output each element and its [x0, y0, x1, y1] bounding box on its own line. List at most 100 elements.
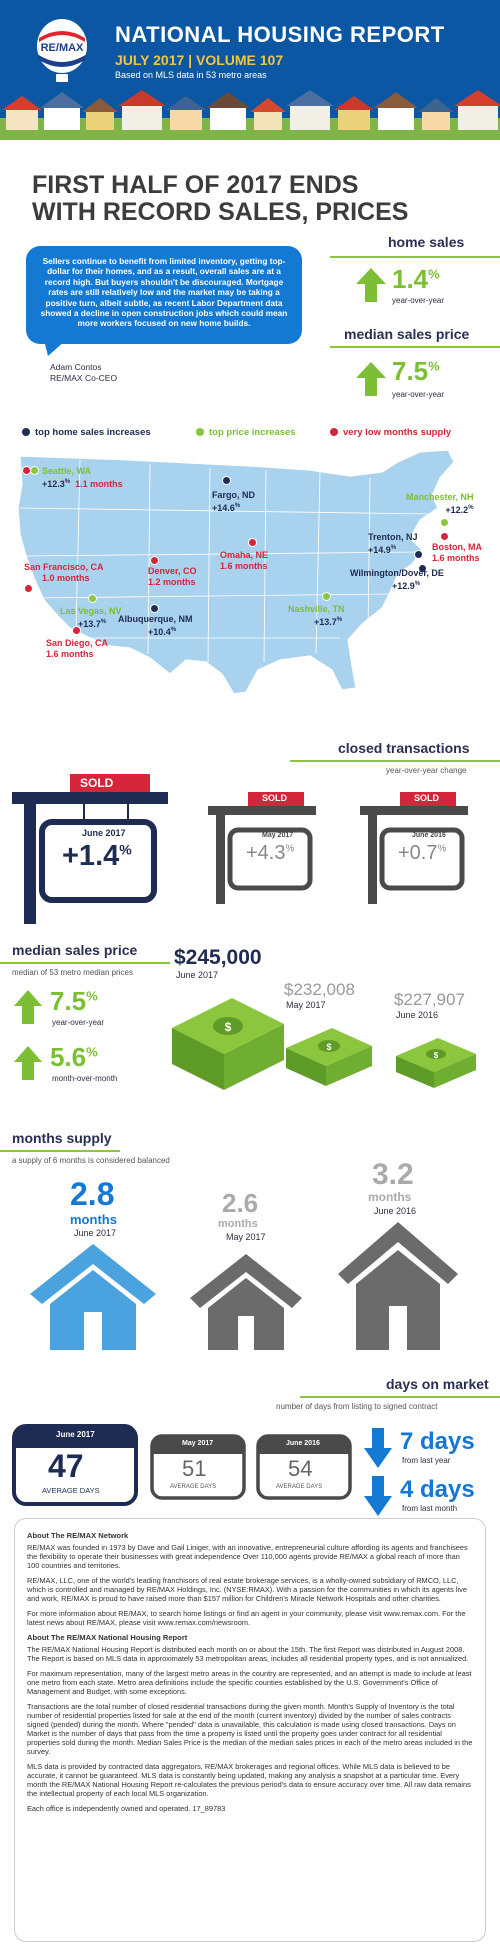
map-marker-boston — [440, 532, 449, 541]
dom-note: number of days from listing to signed co… — [276, 1402, 438, 1411]
dom-value-3: 54 — [288, 1456, 313, 1481]
price-period-3: June 2016 — [396, 1010, 439, 1020]
supply-unit-1: months — [70, 1212, 117, 1227]
price-june-2017: $245,000 — [174, 946, 262, 969]
svg-text:$: $ — [326, 1042, 331, 1052]
city-las-vegas: Las Vegas, NV +13.7% — [60, 606, 122, 629]
up-arrow-icon — [14, 1046, 42, 1080]
about-paragraph: Transactions are the total number of clo… — [27, 1702, 473, 1756]
dom-caption-1: AVERAGE DAYS — [42, 1486, 100, 1495]
divider — [0, 962, 170, 964]
logo-text: RE/MAX — [41, 42, 84, 54]
supply-value-2: 2.6 — [222, 1188, 259, 1218]
dom-caption-3: AVERAGE DAYS — [276, 1484, 323, 1490]
map-marker-manchester — [440, 518, 449, 527]
calendar-icon-large — [12, 1424, 138, 1506]
closed-value-2: +4.3% — [246, 842, 295, 864]
dom-change-2: 4 days — [400, 1476, 475, 1503]
divider — [330, 256, 500, 258]
report-header: RE/MAX NATIONAL HOUSING REPORT JULY 2017… — [0, 0, 500, 140]
dom-period-1: June 2017 — [56, 1430, 95, 1439]
dom-value-1: 47 — [48, 1448, 84, 1484]
median-yoy-note: year-over-year — [52, 1018, 105, 1027]
price-may-2017: $232,008 — [284, 980, 355, 999]
city-boston: Boston, MA 1.6 months — [432, 542, 482, 563]
remax-balloon-logo: RE/MAX — [37, 19, 87, 82]
about-heading-2: About The RE/MAX National Housing Report — [27, 1633, 188, 1642]
quote-bubble: Sellers continue to benefit from limited… — [26, 246, 302, 344]
supply-unit-3: months — [368, 1190, 412, 1204]
legend-price: top price increases — [196, 427, 296, 438]
sold-sign-large — [12, 774, 168, 924]
median-price-note: year-over-year — [392, 390, 445, 399]
map-marker-omaha — [248, 538, 257, 547]
headline: FIRST HALF OF 2017 ENDS WITH RECORD SALE… — [32, 172, 472, 226]
dom-change-1-note: from last year — [402, 1456, 451, 1465]
report-title: NATIONAL HOUSING REPORT — [115, 22, 445, 47]
calendar-icon-may — [150, 1434, 246, 1500]
quote-author-title: RE/MAX Co-CEO — [50, 373, 118, 383]
sold-label: SOLD — [262, 793, 288, 803]
divider — [290, 760, 500, 762]
city-fargo: Fargo, ND +14.6% — [212, 490, 256, 513]
dom-value-2: 51 — [182, 1456, 207, 1481]
about-heading-1: About The RE/MAX Network — [27, 1531, 129, 1540]
closed-period-3: June 2016 — [412, 832, 446, 839]
median-note: median of 53 metro median prices — [12, 968, 133, 977]
home-sales-value: 1.4% — [392, 264, 440, 294]
city-nashville: Nashville, TN +13.7% — [288, 604, 345, 627]
about-paragraph: For more information about RE/MAX, to se… — [27, 1609, 466, 1627]
headline-line-1: FIRST HALF OF 2017 ENDS — [32, 171, 359, 199]
house-icon-gray-large — [338, 1222, 458, 1350]
closed-value-1: +1.4% — [62, 840, 132, 872]
svg-text:$: $ — [225, 1020, 232, 1034]
supply-period-3: June 2016 — [374, 1206, 417, 1216]
houses-illustration — [0, 90, 500, 140]
home-sales-label: home sales — [388, 234, 465, 250]
map-marker-denver — [150, 556, 159, 565]
about-paragraph: The RE/MAX National Housing Report is di… — [27, 1645, 469, 1663]
headline-line-2: WITH RECORD SALES, PRICES — [32, 198, 409, 226]
quote-author: Adam Contos — [50, 362, 102, 372]
up-arrow-icon — [356, 362, 386, 396]
median-price-value: 7.5% — [392, 356, 440, 386]
sold-sign-may — [208, 792, 316, 904]
supply-unit-2: months — [218, 1218, 258, 1230]
median-yoy-value: 7.5% — [50, 986, 98, 1016]
supply-label: months supply — [12, 1130, 112, 1146]
map-marker-fargo — [222, 476, 231, 485]
city-san-francisco: San Francisco, CA 1.0 months — [24, 562, 104, 583]
money-stack-medium-icon: $ — [286, 1028, 372, 1086]
city-denver: Denver, CO 1.2 months — [148, 566, 197, 587]
supply-value-3: 3.2 — [372, 1158, 414, 1191]
city-omaha: Omaha, NE 1.6 months — [220, 550, 269, 571]
dom-change-2-note: from last month — [402, 1504, 458, 1513]
quote-text: Sellers continue to benefit from limited… — [40, 256, 288, 329]
dom-change-1: 7 days — [400, 1428, 475, 1455]
median-price-label: median sales price — [344, 326, 470, 342]
about-paragraph: MLS data is provided by contracted data … — [27, 1762, 471, 1798]
divider — [300, 1396, 500, 1398]
supply-period-2: May 2017 — [226, 1232, 266, 1242]
money-stack-large-icon: $ — [172, 998, 284, 1090]
price-june-2016: $227,907 — [394, 990, 465, 1009]
legend-sales: top home sales increases — [22, 427, 151, 438]
map-marker-lasvegas — [88, 594, 97, 603]
city-seattle: Seattle, WA +12.3% 1.1 months — [42, 466, 123, 489]
legend-supply: very low months supply — [330, 427, 451, 438]
closed-period-1: June 2017 — [82, 828, 126, 838]
calendar-icon-june-2016 — [256, 1434, 352, 1500]
house-icon-gray — [190, 1254, 302, 1350]
map-marker-wilmington — [418, 564, 427, 573]
about-paragraph: For maximum representation, many of the … — [27, 1669, 472, 1696]
city-san-diego: San Diego, CA 1.6 months — [46, 638, 109, 659]
money-stack-small-icon: $ — [396, 1038, 476, 1088]
price-period-1: June 2017 — [176, 970, 219, 980]
bubble-tail-icon — [44, 340, 66, 356]
city-trenton: Trenton, NJ +14.9% — [368, 532, 418, 555]
city-manchester: Manchester, NH +12.2% — [406, 492, 474, 515]
closed-period-2: May 2017 — [262, 832, 294, 839]
map-marker-nashville — [322, 592, 331, 601]
map-marker-albuquerque — [150, 604, 159, 613]
dom-period-2: May 2017 — [182, 1440, 214, 1447]
